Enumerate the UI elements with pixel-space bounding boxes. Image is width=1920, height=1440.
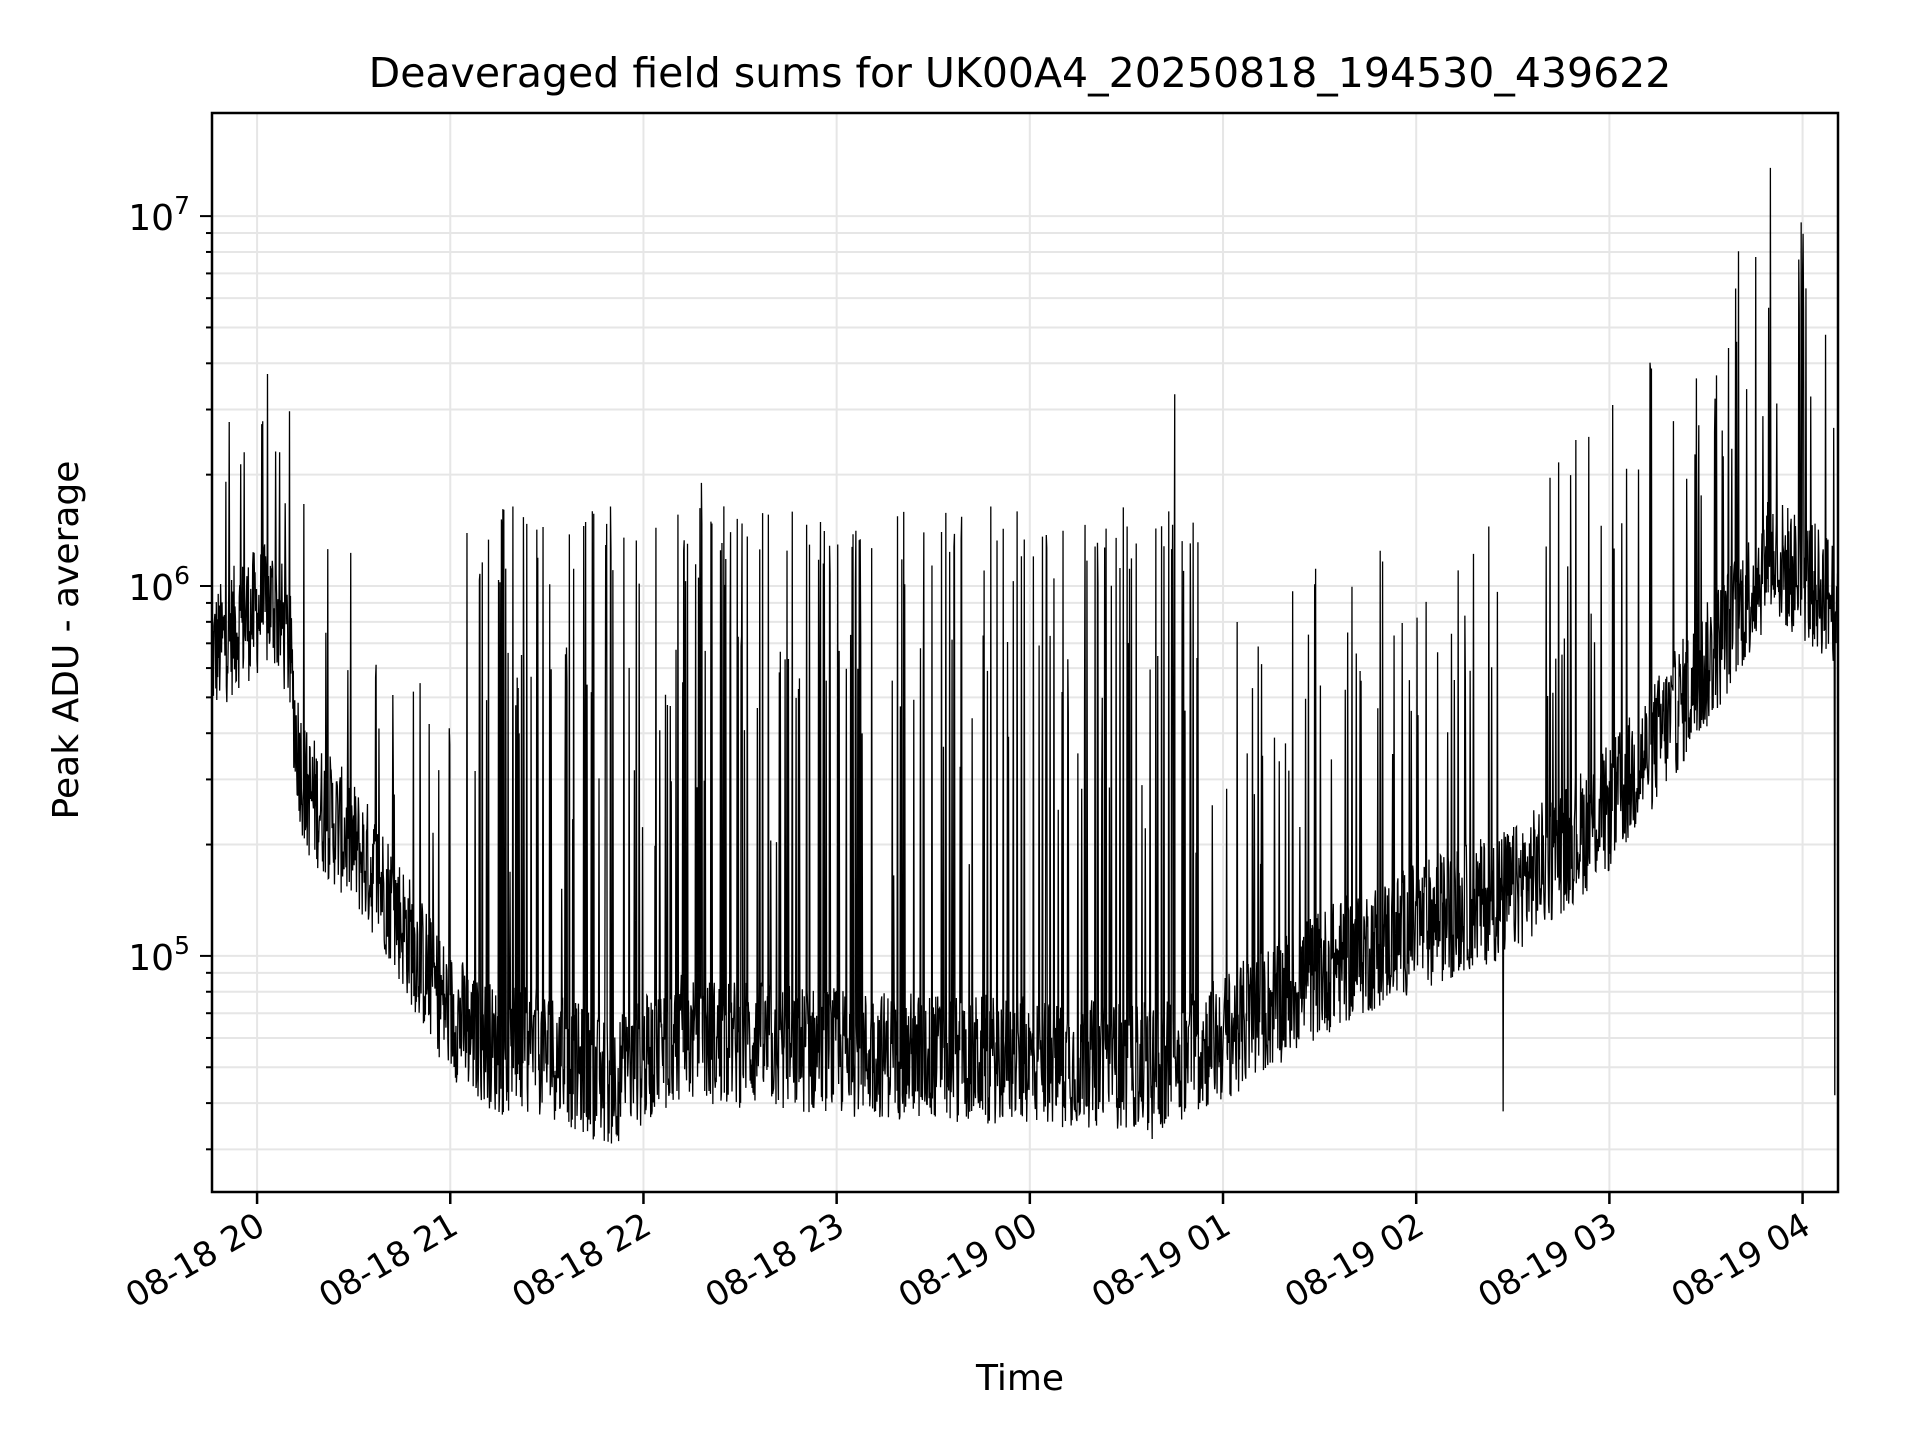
y-tick-label: 105 <box>128 931 190 979</box>
y-tick-label: 106 <box>128 561 190 609</box>
plot-area <box>211 167 1839 1144</box>
axes-frame <box>210 111 1840 1194</box>
y-tick-label: 107 <box>128 191 190 239</box>
series-line <box>211 167 1839 1144</box>
chart-title: Deaveraged field sums for UK00A4_2025081… <box>369 49 1672 97</box>
y-axis: 105 106 107 <box>128 191 212 1151</box>
y-axis-label: Peak ADU - average <box>46 461 87 820</box>
x-axis-label: Time <box>975 1358 1064 1399</box>
